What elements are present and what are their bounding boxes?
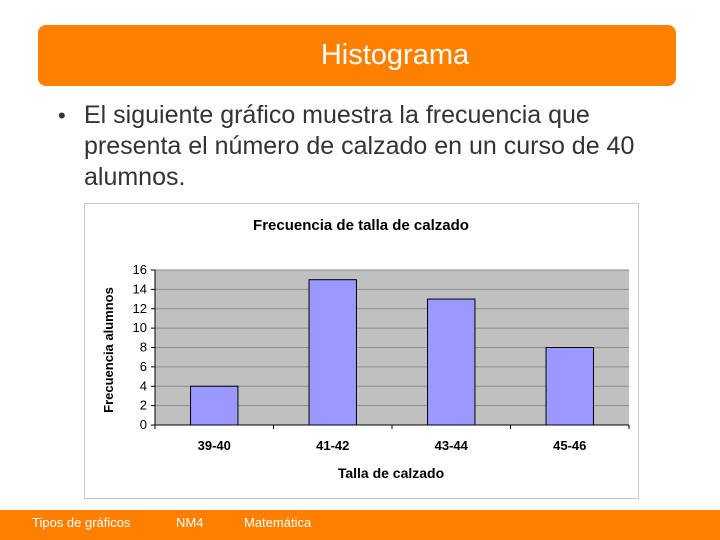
y-tick-label: 8 — [140, 340, 147, 355]
bullet-text: El siguiente gráfico muestra la frecuenc… — [84, 101, 635, 191]
footer-code: NM4 — [176, 515, 204, 530]
bar-39-40 — [190, 385, 239, 426]
y-tick-label: 10 — [133, 320, 147, 335]
y-tick-label: 0 — [140, 417, 147, 432]
histogram-chart: Frecuencia de talla de calzado Frecuenci… — [101, 217, 630, 481]
y-tick-label: 14 — [133, 281, 147, 296]
chart-title: Frecuencia de talla de calzado — [253, 217, 469, 234]
x-tick-label: 45-46 — [553, 438, 586, 453]
bullet-item: • El siguiente gráfico muestra la frecue… — [58, 100, 678, 193]
footer-section: Tipos de gráficos — [32, 515, 131, 530]
footer-subject: Matemática — [244, 515, 312, 530]
y-tick-label: 16 — [133, 262, 147, 277]
y-tick-label: 12 — [133, 301, 147, 316]
plot-area: 0 2 4 6 8 10 12 14 16 39-40 41-42 43-44 45-46 — [133, 262, 630, 453]
bullet-icon: • — [58, 103, 66, 128]
title-banner: Histograma — [38, 25, 676, 86]
x-tick-label: 39-40 — [198, 438, 231, 453]
footer-bar — [0, 510, 720, 540]
bar-41-42 — [308, 279, 357, 426]
chart-frame: Frecuencia de talla de calzado Frecuenci… — [84, 203, 639, 499]
x-axis-label: Talla de calzado — [338, 465, 444, 481]
slide-title: Histograma — [320, 39, 470, 71]
y-tick-label: 4 — [140, 378, 147, 393]
bar-45-46 — [545, 347, 594, 426]
y-tick-label: 2 — [140, 398, 147, 413]
y-axis-label: Frecuencia alumnos — [101, 287, 116, 413]
bar-43-44 — [427, 298, 476, 426]
x-tick-label: 43-44 — [435, 438, 469, 453]
y-tick-label: 6 — [140, 359, 147, 374]
x-tick-label: 41-42 — [316, 438, 349, 453]
